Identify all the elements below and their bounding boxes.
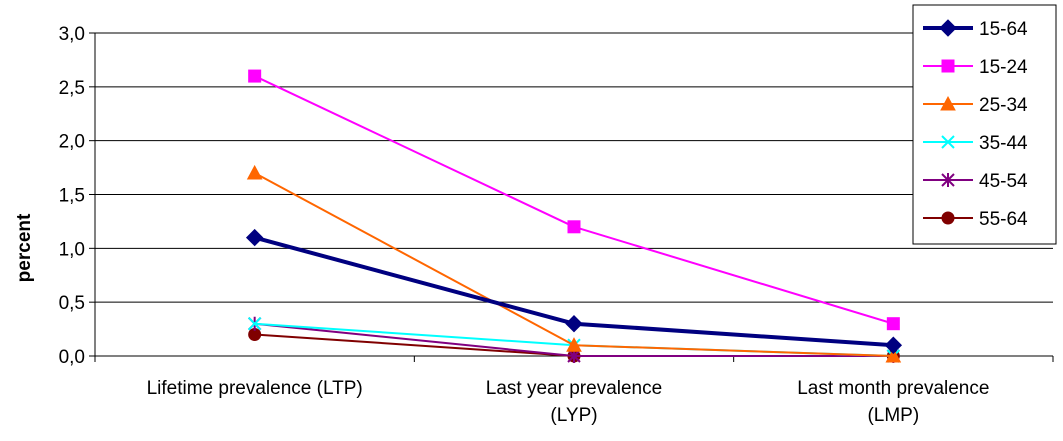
legend-box (912, 4, 1057, 245)
y-tick-label: 1,5 (59, 186, 85, 207)
data-point (248, 69, 262, 83)
legend-item: 45-54 (923, 171, 1028, 192)
legend-marker (939, 19, 957, 37)
data-point (246, 164, 263, 180)
data-point (884, 336, 903, 354)
y-tick-label: 0,0 (59, 347, 85, 368)
legend-item: 35-44 (923, 133, 1028, 154)
data-point (886, 317, 900, 331)
x-axis-tick-labels: Lifetime prevalence (LTP) Last year preva… (147, 378, 990, 426)
legend-label: 15-24 (979, 57, 1028, 78)
data-point (885, 347, 902, 363)
legend-label: 25-34 (979, 95, 1028, 116)
x-tick-label: Last month prevalence (LMP) (797, 378, 989, 426)
gridlines (95, 32, 1053, 303)
legend-label: 35-44 (979, 133, 1028, 154)
data-point (247, 316, 262, 331)
data-point (565, 314, 583, 333)
legend-label: 15-64 (979, 19, 1028, 40)
y-tick-label: 1,0 (59, 239, 85, 260)
data-point (567, 220, 581, 234)
legend-marker (941, 211, 955, 225)
series-25-34 (246, 164, 902, 363)
data-point (245, 228, 264, 247)
y-tick-label: 2,5 (59, 78, 85, 99)
series-15-24 (248, 69, 900, 331)
legend: 15-64 15-24 25-34 35-44 45-54 55-64 (912, 4, 1057, 245)
data-point (566, 337, 582, 352)
x-tick-label: Lifetime prevalence (LTP) (147, 378, 363, 399)
series-15-64 (245, 228, 903, 354)
legend-marker (941, 59, 955, 73)
legend-marker (941, 173, 955, 187)
legend-marker (941, 135, 955, 149)
legend-item: 15-24 (923, 57, 1028, 78)
legend-item: 55-64 (923, 209, 1028, 230)
legend-marker (940, 95, 956, 111)
axes: 0,0 0,5 1,0 1,5 2,0 2,5 3,0 (59, 24, 1054, 368)
legend-label: 45-54 (979, 171, 1028, 192)
legend-label: 55-64 (979, 209, 1028, 230)
y-tick-label: 2,0 (59, 132, 85, 153)
x-tick-label: Last year prevalence (LYP) (486, 378, 662, 426)
series-line (254, 75, 894, 325)
y-axis-title: percent (14, 213, 35, 282)
y-tick-label: 3,0 (59, 24, 85, 45)
legend-item: 25-34 (923, 95, 1028, 116)
series-lines (245, 69, 903, 363)
legend-item: 15-64 (923, 19, 1028, 40)
y-tick-label: 0,5 (59, 293, 85, 314)
